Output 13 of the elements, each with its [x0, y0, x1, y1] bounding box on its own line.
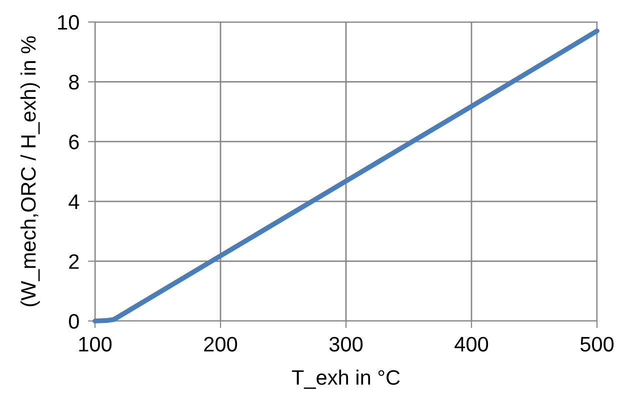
x-tick-label: 500: [580, 336, 614, 352]
y-tick-label: 4: [68, 194, 80, 209]
x-tick-label: 300: [329, 336, 363, 352]
x-tick-label: 100: [79, 336, 112, 352]
y-tick-label: 6: [69, 134, 79, 150]
y-axis-title: (W_mech,ORC / H_exh) in %: [20, 36, 40, 306]
y-tick-label: 2: [69, 254, 79, 269]
y-tick-label: 8: [69, 74, 79, 90]
y-tick-label: 0: [68, 314, 79, 329]
x-tick-label: 200: [204, 336, 238, 352]
x-tick-label: 400: [454, 336, 488, 352]
y-tick-label: 10: [58, 15, 79, 30]
x-axis-title: T_exh in °C: [292, 370, 400, 389]
